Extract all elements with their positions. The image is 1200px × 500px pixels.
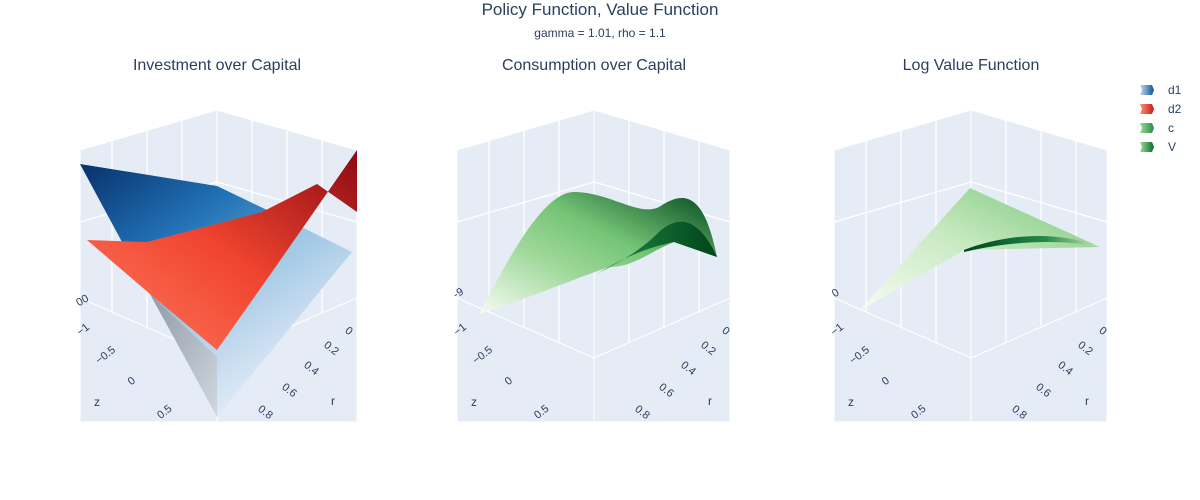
greens-colorscale-icon — [1140, 122, 1154, 133]
scene-title: Log Value Function — [902, 57, 1040, 74]
scene-value[interactable]: Log Value Function — [826, 52, 1116, 422]
surface-V — [858, 188, 1100, 312]
legend-item-d2[interactable]: d2 — [1138, 99, 1181, 118]
greens-colorscale-icon — [1140, 141, 1154, 152]
scene-title: Consumption over Capital — [501, 57, 687, 74]
legend-item-V[interactable]: V — [1138, 137, 1181, 156]
figure-subtitle: gamma = 1.01, rho = 1.1 — [534, 26, 666, 40]
legend-label: d2 — [1168, 101, 1182, 116]
vertical-tick-label: 0 — [830, 287, 841, 300]
reds-colorscale-icon — [1140, 103, 1154, 114]
z-axis-label: z — [94, 395, 100, 409]
surface-d2 — [87, 150, 357, 350]
r-axis-label: r — [708, 394, 712, 408]
r-axis-label: r — [331, 394, 335, 408]
blues-colorscale-icon — [1140, 84, 1154, 95]
legend-item-c[interactable]: c — [1138, 118, 1181, 137]
z-axis-label: z — [471, 395, 477, 409]
legend-item-d1[interactable]: d1 — [1138, 80, 1181, 99]
vertical-tick-label: 00 — [74, 293, 91, 310]
legend-label: V — [1168, 139, 1177, 154]
legend-label: d1 — [1168, 82, 1182, 97]
legend: d1 d2 c V — [1138, 80, 1181, 156]
scene-title: Investment over Capital — [132, 57, 302, 74]
surface-plot-consumption[interactable]: −1 −0.5 0 0.5 z 0 0.2 0.4 0.6 0.8 r -9 — [449, 52, 739, 422]
surface-plot-value[interactable]: −1 −0.5 0 0.5 z 0 0.2 0.4 0.6 0.8 r 0 — [826, 52, 1116, 422]
figure-title: Policy Function, Value Function — [481, 0, 719, 19]
r-axis-label: r — [1085, 394, 1089, 408]
scene-investment[interactable]: Investment over Capital — [72, 52, 362, 422]
scene-consumption[interactable]: Consumption over Capital — [449, 52, 739, 422]
surface-plot-investment[interactable]: −1 −0.5 0 0.5 z 0 0.2 0.4 0.6 0.8 r 00 — [72, 52, 362, 422]
surface-c — [479, 192, 717, 314]
z-axis-label: z — [848, 395, 854, 409]
legend-label: c — [1168, 120, 1174, 135]
